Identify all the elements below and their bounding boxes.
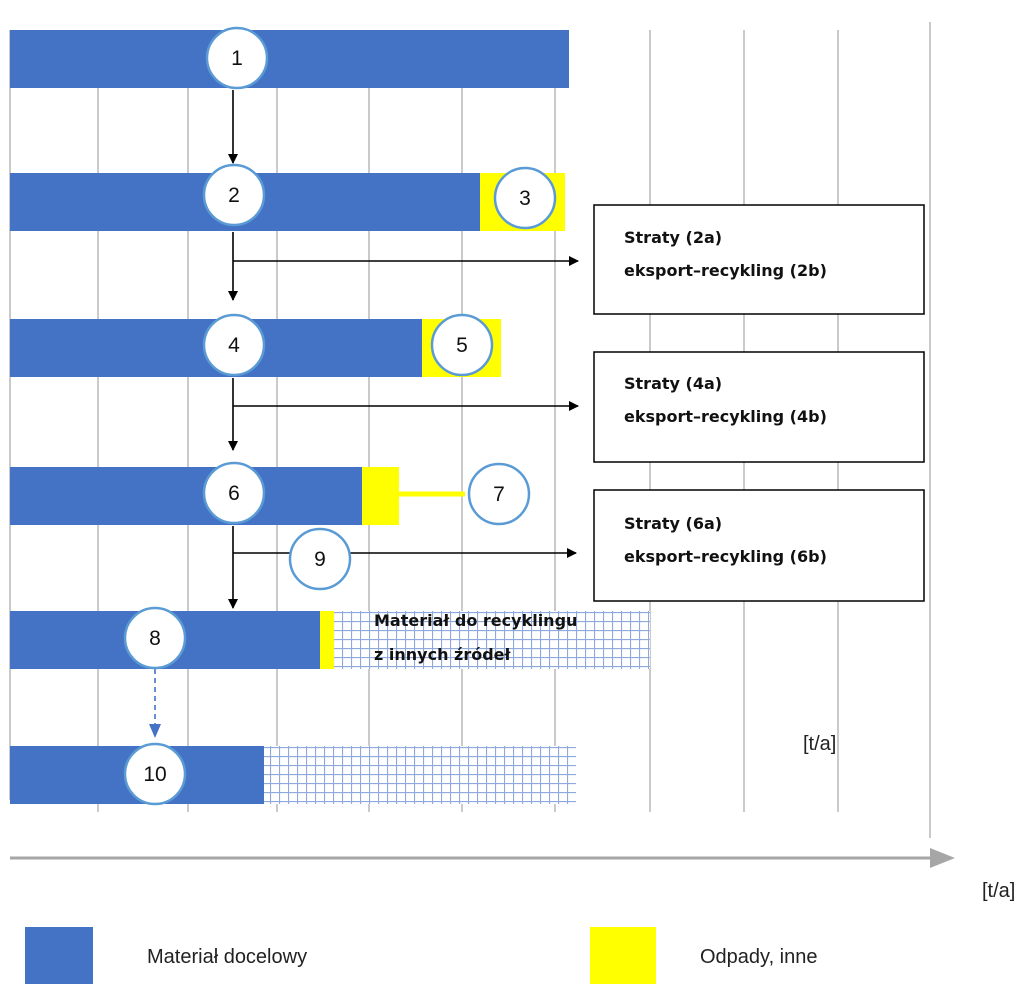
- node-8: 8: [123, 606, 187, 670]
- node-7: 7: [467, 462, 531, 526]
- loss-box-2-line2: eksport–recykling (2b): [624, 261, 827, 280]
- x-axis: [10, 848, 955, 868]
- loss-box-6-line2: eksport–recykling (6b): [624, 547, 827, 566]
- loss-box-4-line2: eksport–recykling (4b): [624, 407, 827, 426]
- recycling-material-line1: Materiał do recyklingu: [374, 611, 577, 630]
- bar-row-1: [10, 30, 569, 88]
- loss-box-4-line1: Straty (4a): [624, 374, 722, 393]
- node-6-label: 6: [228, 482, 240, 505]
- legend: Materiał docelowy Odpady, inne: [25, 927, 818, 984]
- node-4: 4: [202, 313, 266, 377]
- hatch-bar-row-5: [334, 611, 650, 669]
- node-1: 1: [205, 26, 269, 90]
- node-3-label: 3: [519, 187, 531, 210]
- node-9: 9: [288, 527, 352, 591]
- node-1-label: 1: [231, 47, 243, 70]
- node-6: 6: [202, 461, 266, 525]
- legend-label-waste: Odpady, inne: [700, 946, 818, 968]
- legend-swatch-target-material: [25, 927, 93, 984]
- node-5-label: 5: [456, 334, 468, 357]
- bar-row-4: [10, 467, 362, 525]
- node-4-label: 4: [228, 334, 240, 357]
- recycling-material-line2: z innych źródeł: [374, 645, 512, 664]
- node-9-label: 9: [314, 548, 326, 571]
- legend-swatch-waste: [590, 927, 656, 984]
- loss-box-2: Straty (2a) eksport–recykling (2b): [593, 204, 925, 315]
- waste-bar-row-4: [362, 467, 399, 525]
- loss-box-2-line1: Straty (2a): [624, 228, 722, 247]
- node-2: 2: [202, 163, 266, 227]
- loss-box-6-line1: Straty (6a): [624, 514, 722, 533]
- legend-label-target-material: Materiał docelowy: [147, 946, 307, 968]
- axis-unit-label: [t/a]: [982, 880, 1015, 902]
- node-3: 3: [493, 166, 557, 230]
- inner-unit-label: [t/a]: [803, 733, 836, 755]
- node-8-label: 8: [149, 627, 161, 650]
- loss-box-6: Straty (6a) eksport–recykling (6b): [593, 489, 925, 602]
- node-10: 10: [123, 742, 187, 806]
- node-7-label: 7: [493, 483, 505, 506]
- waste-bar-row-5: [320, 611, 334, 669]
- node-2-label: 2: [228, 184, 240, 207]
- loss-box-4: Straty (4a) eksport–recykling (4b): [593, 351, 925, 463]
- node-10-label: 10: [143, 763, 166, 786]
- hatch-bar-row-6: [264, 746, 576, 804]
- node-5: 5: [430, 313, 494, 377]
